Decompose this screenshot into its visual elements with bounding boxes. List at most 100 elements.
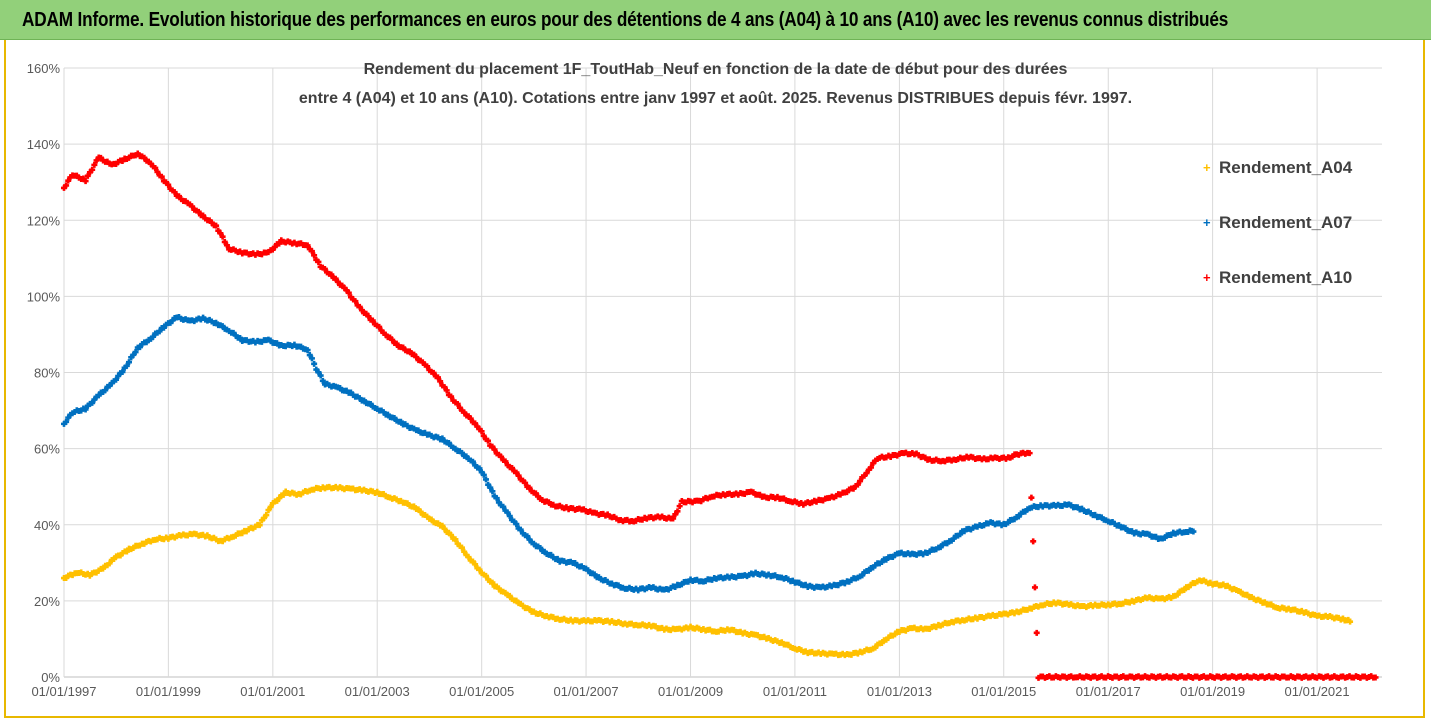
data-point [854, 481, 861, 488]
data-point [195, 208, 202, 215]
data-point [443, 387, 450, 394]
data-point [158, 173, 165, 180]
data-point [472, 561, 479, 568]
data-point [315, 258, 322, 265]
data-point [487, 484, 494, 491]
data-point [513, 521, 520, 528]
y-axis-ticks: 0% 20% 40% 60% 80% 100% 120% 140% 160% [27, 61, 61, 685]
data-point [223, 242, 230, 249]
x-tick-label: 01/01/2019 [1180, 684, 1245, 699]
data-point [304, 242, 311, 249]
x-tick-label: 01/01/2021 [1285, 684, 1350, 699]
data-point [452, 536, 459, 543]
data-point [154, 168, 161, 175]
report-title: ADAM Informe. Evolution historique des p… [22, 9, 1229, 31]
data-point [1033, 629, 1040, 636]
data-point [524, 533, 531, 540]
data-point [1347, 618, 1354, 625]
chart-legend: + Rendement_A04 + Rendement_A07 + Rendement_A… [1203, 140, 1393, 305]
data-point [125, 359, 132, 366]
y-tick-label: 40% [34, 518, 60, 533]
data-point [311, 252, 318, 259]
data-point [365, 313, 372, 320]
data-point [676, 503, 683, 510]
data-point [256, 522, 263, 529]
data-point [448, 532, 455, 539]
data-point [308, 355, 315, 362]
x-tick-label: 01/01/2015 [971, 684, 1036, 699]
data-point [1031, 584, 1038, 591]
y-tick-label: 60% [34, 442, 60, 457]
y-tick-label: 100% [27, 289, 61, 304]
data-point [489, 488, 496, 495]
series-Rendement_A04 [61, 483, 1354, 659]
legend-item: + Rendement_A04 [1203, 140, 1393, 195]
legend-marker-icon: + [1203, 270, 1211, 285]
legend-marker-icon: + [1203, 160, 1211, 175]
data-point [171, 189, 178, 196]
series-Rendement_A10 [61, 150, 1379, 681]
data-point [454, 400, 461, 407]
legend-label: Rendement_A04 [1219, 157, 1353, 177]
data-point [480, 471, 487, 478]
data-point [156, 328, 163, 335]
data-point [308, 248, 315, 255]
data-point [469, 458, 476, 465]
data-point [89, 166, 96, 173]
x-tick-label: 01/01/1997 [31, 684, 96, 699]
data-point [437, 378, 444, 385]
data-point [502, 458, 509, 465]
data-point [213, 222, 220, 229]
data-point [132, 349, 139, 356]
y-tick-label: 120% [27, 213, 61, 228]
data-point [1028, 494, 1035, 501]
x-axis-ticks: 01/01/1997 01/01/1999 01/01/2001 01/01/2003… [31, 684, 1349, 699]
data-point [526, 484, 533, 491]
data-point [484, 437, 491, 444]
data-point [82, 178, 89, 185]
data-point [670, 515, 677, 522]
data-point [1190, 528, 1197, 535]
data-point [506, 512, 513, 519]
x-tick-label: 01/01/2017 [1076, 684, 1141, 699]
x-tick-label: 01/01/2007 [554, 684, 619, 699]
y-tick-label: 20% [34, 594, 60, 609]
legend-label: Rendement_A10 [1219, 267, 1353, 287]
data-point [280, 491, 287, 498]
data-point [328, 271, 335, 278]
data-point [476, 465, 483, 472]
data-point [63, 418, 70, 425]
y-tick-label: 160% [27, 61, 61, 76]
legend-label: Rendement_A07 [1219, 212, 1353, 232]
data-point [500, 503, 507, 510]
data-point [424, 363, 431, 370]
y-tick-label: 80% [34, 366, 60, 381]
data-point [522, 479, 529, 486]
data-point [434, 374, 441, 381]
x-tick-label: 01/01/2003 [345, 684, 410, 699]
data-point [267, 503, 274, 510]
chart-title-line-2: entre 4 (A04) et 10 ans (A10). Cotations… [298, 90, 1133, 107]
data-point [113, 376, 120, 383]
data-point [106, 560, 113, 567]
data-point [430, 369, 437, 376]
y-tick-label: 140% [27, 137, 61, 152]
data-point [1372, 674, 1379, 681]
legend-item: + Rendement_A10 [1203, 250, 1393, 305]
legend-item: + Rendement_A07 [1203, 195, 1393, 250]
data-point [504, 509, 511, 516]
data-point [63, 182, 70, 189]
x-tick-label: 01/01/1999 [136, 684, 201, 699]
data-point [84, 172, 91, 179]
data-point [321, 265, 328, 272]
data-point [311, 360, 318, 367]
data-point [1030, 538, 1037, 545]
data-point [467, 415, 474, 422]
legend-marker-icon: + [1203, 215, 1211, 230]
data-point [123, 362, 130, 369]
data-point [317, 372, 324, 379]
data-point [119, 368, 126, 375]
data-point [221, 238, 228, 245]
series-layer [61, 150, 1379, 681]
